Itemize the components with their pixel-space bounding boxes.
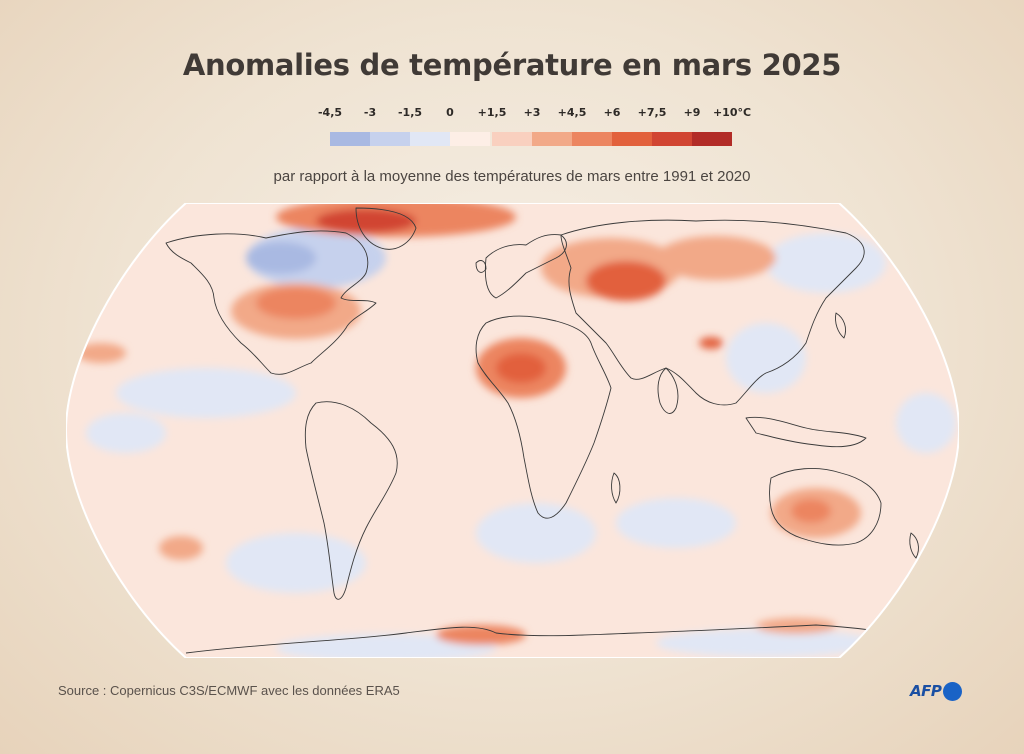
anomaly-warm-arctic-core (316, 209, 416, 233)
world-anomaly-map (66, 203, 959, 658)
afp-logo: AFP (910, 680, 963, 702)
legend-swatch (692, 132, 732, 146)
source-credit: Source : Copernicus C3S/ECMWF avec les d… (58, 683, 400, 698)
anomaly-field (76, 203, 956, 658)
coast-europe (484, 234, 567, 299)
coast-india (657, 367, 679, 414)
legend-tick: -3 (363, 106, 377, 119)
anomaly-warm-sahara-core (496, 353, 546, 383)
coast-antarctica (185, 624, 927, 654)
legend-tick: +1,5 (477, 106, 507, 119)
color-legend: -4,5 -3 -1,5 0 +1,5 +3 +4,5 +6 +7,5 +9 +… (300, 106, 760, 152)
legend-swatch (572, 132, 612, 146)
anomaly-cold-west-pacific (896, 393, 956, 453)
coast-new-zealand (909, 532, 919, 559)
coast-greenland (355, 207, 417, 250)
legend-tick: +7,5 (637, 106, 667, 119)
legend-swatch (492, 132, 532, 146)
map-title: Anomalies de température en mars 2025 (182, 48, 842, 82)
coastlines (165, 207, 927, 654)
anomaly-warm-australia-core (791, 499, 831, 523)
coast-madagascar (611, 472, 621, 504)
coast-indonesia (745, 416, 867, 448)
anomaly-cold-indian-ocean (616, 498, 736, 548)
world-map-svg (66, 203, 959, 658)
anomaly-warm-siberia (656, 236, 776, 280)
anomaly-warm-south-pacific-patch (159, 536, 203, 560)
anomaly-cold-canada-core (246, 242, 316, 274)
coast-australia (769, 468, 882, 546)
legend-swatch (532, 132, 572, 146)
coast-north-america (165, 230, 377, 375)
map-subtitle: par rapport à la moyenne des température… (273, 168, 751, 185)
legend-tick: +10°C (712, 106, 752, 119)
coast-uk (475, 260, 487, 273)
legend-swatch (612, 132, 652, 146)
coast-japan (835, 312, 847, 339)
legend-swatch (330, 132, 370, 146)
anomaly-cold-south-atlantic (476, 503, 596, 563)
afp-logo-text: AFP (910, 682, 942, 700)
legend-tick: -4,5 (317, 106, 343, 119)
map-outline (66, 203, 959, 658)
coast-africa (475, 315, 612, 519)
anomaly-warm-central-asia (586, 261, 666, 301)
anomaly-warm-tibet (699, 337, 723, 349)
legend-swatch (370, 132, 410, 146)
legend-swatch (652, 132, 692, 146)
legend-swatch (410, 132, 450, 146)
anomaly-cold-antarctic-west (276, 634, 496, 658)
anomaly-warm-hawaii-patch (76, 343, 126, 363)
anomaly-cold-east-siberia (766, 233, 886, 293)
anomaly-cold-asia-east (726, 323, 806, 393)
legend-tick: +3 (523, 106, 541, 119)
coast-south-america (304, 401, 398, 600)
legend-tick: -1,5 (397, 106, 423, 119)
anomaly-cold-antarctic-east (656, 629, 876, 657)
anomaly-cold-north-pacific (116, 368, 296, 418)
legend-tick: 0 (446, 106, 454, 119)
legend-tick: +6 (603, 106, 621, 119)
coast-asia (560, 219, 865, 406)
afp-logo-dot (943, 681, 963, 701)
legend-swatch (450, 132, 490, 146)
anomaly-cold-south-pacific (226, 533, 366, 593)
legend-tick: +4,5 (557, 106, 587, 119)
anomaly-warm-antarctic-peninsula (436, 625, 526, 645)
legend-tick: +9 (683, 106, 701, 119)
anomaly-warm-usa-core (256, 287, 336, 319)
anomaly-cold-mid-pacific (86, 413, 166, 453)
